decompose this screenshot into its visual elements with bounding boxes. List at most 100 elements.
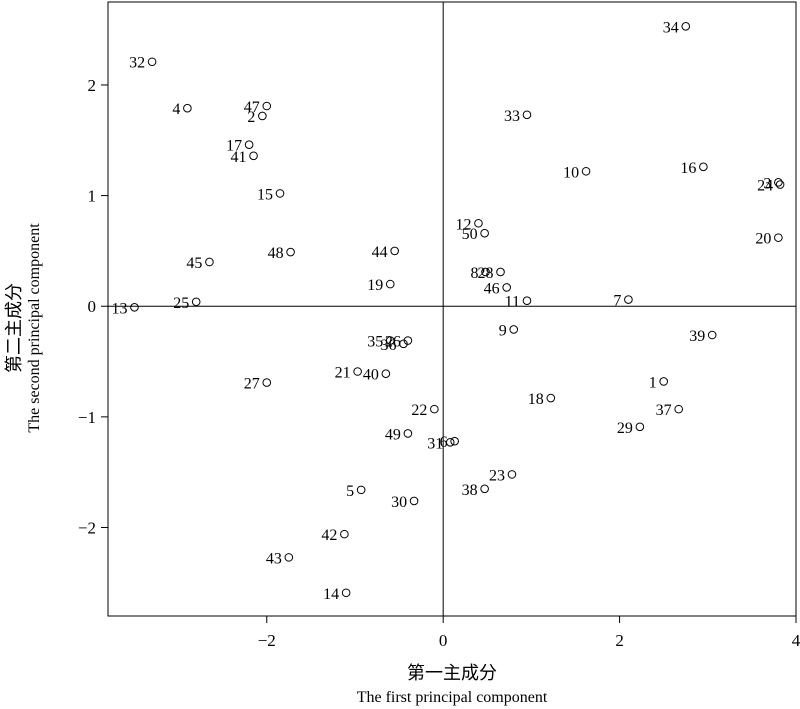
point-label: 50 [462, 226, 478, 243]
point-marker [430, 404, 439, 414]
point-marker [707, 330, 717, 340]
y-tick-label: 1 [88, 187, 97, 206]
point-label: 26 [385, 334, 401, 351]
data-point: 35 [367, 334, 395, 351]
data-point: 16 [680, 160, 708, 177]
point-label: 38 [462, 482, 478, 499]
y-tick-label: −2 [78, 518, 96, 537]
data-point: 46 [484, 280, 511, 297]
data-point: 27 [244, 376, 272, 393]
x-axis-title: 第一主成分 [407, 663, 497, 683]
point-marker [381, 369, 391, 379]
point-label: 32 [129, 55, 145, 72]
point-label: 27 [244, 376, 260, 393]
data-point: 42 [321, 527, 349, 544]
point-marker [774, 178, 783, 187]
point-label: 19 [367, 277, 383, 294]
data-point: 17 [226, 138, 254, 155]
point-label: 6 [440, 434, 448, 451]
point-marker [399, 339, 408, 349]
point-label: 29 [617, 420, 633, 437]
point-marker [522, 296, 532, 306]
data-point: 6 [440, 434, 459, 451]
data-point: 43 [266, 550, 294, 567]
point-marker [205, 257, 214, 267]
point-label: 21 [335, 365, 351, 382]
y-axis: −2 −1 0 1 2 [78, 76, 108, 537]
point-label: 20 [755, 231, 771, 248]
data-point: 3 [763, 175, 783, 192]
data-point: 39 [689, 328, 717, 345]
data-point: 47 [244, 99, 272, 116]
point-label: 31 [427, 435, 443, 452]
point-label: 18 [528, 391, 544, 408]
point-label: 49 [385, 426, 401, 443]
data-point: 37 [656, 402, 683, 419]
point-marker [284, 553, 294, 562]
data-point: 25 [173, 295, 201, 312]
data-point: 9 [499, 322, 519, 339]
y-tick-label: 0 [88, 297, 97, 316]
x-tick-label: 0 [439, 631, 448, 650]
y-axis-title: 第二主成分 [4, 283, 24, 373]
data-point: 23 [489, 467, 517, 484]
point-marker [681, 22, 691, 31]
point-marker [286, 247, 295, 257]
point-marker [546, 393, 556, 403]
data-point: 11 [505, 294, 532, 311]
point-label: 7 [613, 293, 621, 310]
point-label: 35 [367, 334, 383, 351]
point-marker [385, 336, 395, 345]
data-point: 41 [231, 149, 258, 166]
point-label: 33 [504, 108, 520, 125]
point-marker [262, 378, 272, 387]
data-point: 5 [346, 483, 366, 500]
data-point: 15 [257, 186, 285, 203]
point-marker [403, 429, 413, 438]
point-label: 4 [172, 101, 180, 118]
point-marker [385, 279, 395, 289]
point-label: 47 [244, 99, 260, 116]
point-marker [258, 111, 267, 121]
point-label: 12 [455, 216, 471, 233]
data-point: 28 [478, 265, 505, 282]
point-label: 3 [763, 175, 771, 192]
point-marker [474, 218, 483, 228]
data-point: 19 [367, 277, 395, 294]
point-marker [191, 297, 201, 307]
point-marker [390, 246, 399, 256]
point-label: 43 [266, 550, 282, 567]
point-marker [450, 436, 459, 446]
data-point: 36 [380, 337, 408, 354]
data-point: 14 [323, 586, 351, 603]
point-marker [496, 267, 505, 277]
x-axis-title-en: The first principal component [357, 689, 548, 706]
point-marker [674, 404, 683, 414]
point-label: 37 [656, 402, 672, 419]
point-marker [147, 57, 157, 67]
data-point: 22 [411, 402, 439, 419]
data-point: 50 [462, 226, 489, 243]
point-label: 5 [346, 483, 354, 500]
point-marker [341, 588, 351, 598]
point-label: 14 [323, 586, 339, 603]
point-marker [183, 103, 192, 113]
point-marker [353, 367, 362, 376]
point-marker [507, 470, 517, 479]
data-point: 40 [363, 367, 391, 384]
data-point: 20 [755, 231, 783, 248]
point-label: 10 [563, 164, 579, 181]
point-label: 8 [471, 265, 479, 282]
point-label: 34 [663, 19, 679, 36]
point-marker [244, 140, 254, 150]
point-label: 23 [489, 467, 505, 484]
data-point: 44 [372, 244, 399, 261]
data-point: 18 [528, 391, 556, 408]
point-label: 28 [478, 265, 494, 282]
data-point: 7 [613, 293, 633, 310]
data-point: 31 [427, 435, 455, 452]
data-point: 8 [471, 265, 490, 282]
data-point: 49 [385, 426, 413, 443]
point-label: 2 [247, 109, 255, 126]
point-label: 42 [321, 527, 337, 544]
